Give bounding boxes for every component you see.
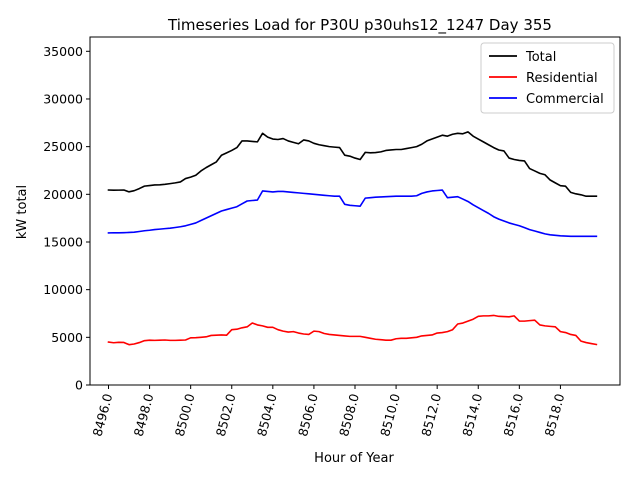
legend-label-commercial: Commercial bbox=[526, 92, 604, 107]
y-axis-label: kW total bbox=[15, 185, 30, 239]
y-tick-label: 25000 bbox=[43, 139, 83, 154]
chart-title: Timeseries Load for P30U p30uhs12_1247 D… bbox=[167, 16, 552, 35]
y-tick-label: 0 bbox=[75, 378, 83, 393]
legend-box bbox=[480, 42, 615, 114]
y-tick-label: 35000 bbox=[43, 44, 83, 59]
x-axis-label: Hour of Year bbox=[314, 451, 394, 466]
y-tick-label: 30000 bbox=[43, 91, 83, 106]
y-tick-label: 15000 bbox=[43, 234, 83, 249]
y-tick-label: 10000 bbox=[43, 282, 83, 297]
legend-label-total: Total bbox=[525, 50, 556, 65]
y-tick-label: 20000 bbox=[43, 187, 83, 202]
series-line-total bbox=[107, 131, 598, 198]
legend-label-residential: Residential bbox=[526, 71, 598, 86]
series-line-commercial bbox=[107, 189, 598, 238]
series-line-residential bbox=[107, 314, 598, 346]
y-tick-label: 5000 bbox=[51, 330, 83, 345]
